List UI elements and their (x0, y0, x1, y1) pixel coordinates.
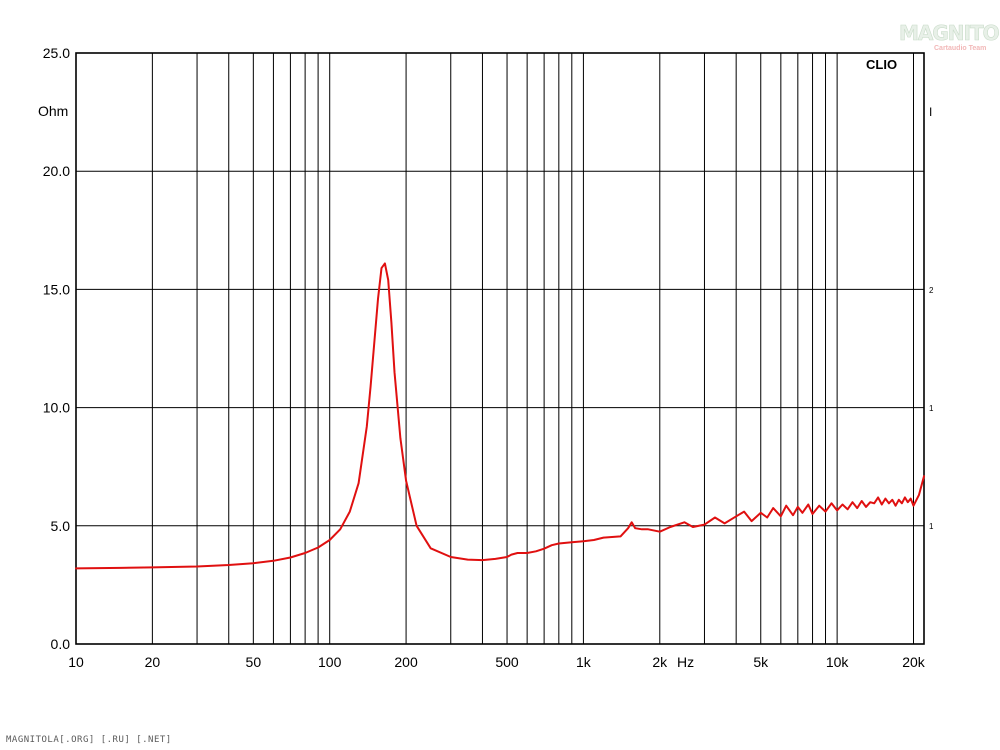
x-tick-label: 10k (826, 654, 850, 670)
x-tick-label: 1k (576, 654, 592, 670)
right-axis-mark: I (929, 105, 932, 119)
magnitola-logo: MAGNITOLA Cartaudio Team (899, 21, 1000, 52)
right-axis-mark: 1 (929, 404, 934, 413)
x-tick-label: 100 (318, 654, 342, 670)
right-axis-mark: 2 (929, 286, 934, 295)
logo-main-text: MAGNITOLA (899, 21, 1000, 45)
y-tick-label: 15.0 (43, 281, 70, 297)
x-tick-label: 5k (753, 654, 769, 670)
y-tick-label: 5.0 (51, 518, 71, 534)
y-axis-label: Ohm (38, 103, 68, 119)
x-tick-label: 10 (68, 654, 84, 670)
y-tick-label: 0.0 (51, 636, 71, 652)
right-axis-marks: I 2 1 1 (929, 105, 934, 531)
y-tick-label: 20.0 (43, 163, 70, 179)
right-axis-mark: 1 (929, 522, 934, 531)
clio-brand-label: CLIO (866, 57, 897, 72)
y-tick-label: 10.0 (43, 400, 70, 416)
logo-sub-text: Cartaudio Team (934, 45, 986, 52)
x-tick-label: 2k (652, 654, 668, 670)
x-tick-label: 200 (394, 654, 418, 670)
x-tick-label: 20 (145, 654, 161, 670)
impedance-curve (75, 262, 925, 570)
x-axis-unit-label: Hz (677, 654, 694, 670)
x-tick-label: 50 (246, 654, 262, 670)
plot-frame (75, 52, 925, 645)
x-tick-label: 20k (902, 654, 926, 670)
chart-grid (76, 53, 924, 644)
x-tick-label: 500 (495, 654, 519, 670)
y-tick-label: 25.0 (43, 45, 70, 61)
footer-watermark: MAGNITOLA[.ORG] [.RU] [.NET] (6, 735, 172, 745)
tick-labels: 0.0 5.0 10.0 15.0 20.0 25.0 10 20 50 100 200 500 1k 2… (43, 45, 926, 670)
series-layer (75, 262, 925, 570)
